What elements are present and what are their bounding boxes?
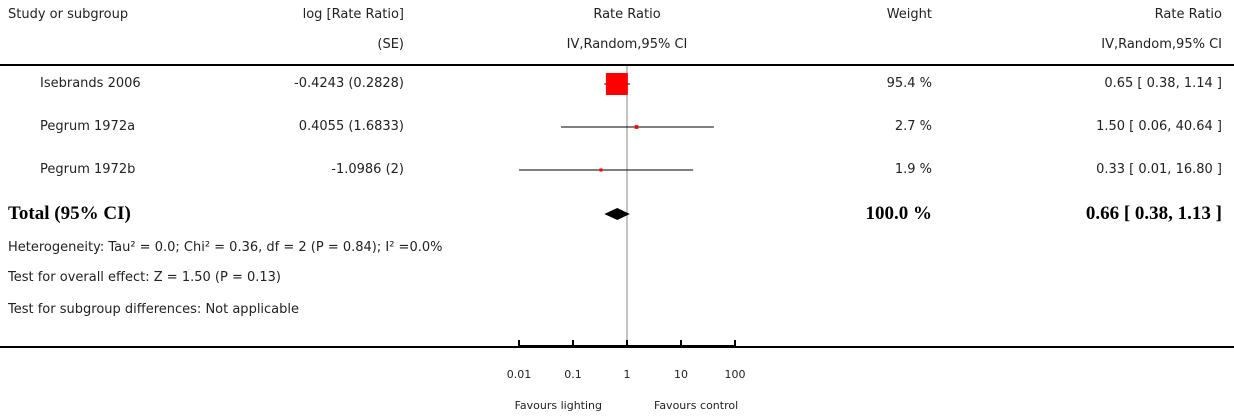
study-ci: 0.33 [ 0.01, 16.80 ] [1096, 162, 1222, 177]
favours-left: Favours lighting [514, 399, 602, 412]
study-logrr: -0.4243 (0.2828) [294, 76, 404, 91]
total-ci: 0.66 [ 0.38, 1.13 ] [1085, 203, 1222, 224]
overall-effect-note: Test for overall effect: Z = 1.50 (P = 0… [8, 270, 281, 285]
total-weight: 100.0 % [865, 203, 933, 224]
tick-label: 0.1 [564, 368, 582, 381]
header-weight: Weight [886, 7, 932, 22]
header-rule [0, 64, 1234, 66]
favours-right: Favours control [654, 399, 739, 412]
heterogeneity-note: Heterogeneity: Tau² = 0.0; Chi² = 0.36, … [8, 240, 443, 255]
study-logrr: 0.4055 (1.6833) [298, 119, 404, 134]
header-rr-plot: Rate Ratio [593, 7, 661, 22]
study-weight: 95.4 % [886, 76, 932, 91]
pooled-diamond [604, 208, 630, 220]
study-ci: 0.65 [ 0.38, 1.14 ] [1104, 76, 1222, 91]
tick-label: 1 [623, 368, 631, 381]
header-logrr: log [Rate Ratio] [302, 7, 404, 22]
tick-label: 0.01 [506, 368, 532, 381]
header-study: Study or subgroup [8, 7, 129, 22]
header-logrr-se: (SE) [377, 37, 404, 52]
header-rr: Rate Ratio [1154, 7, 1222, 22]
study-marker [634, 125, 639, 129]
study-logrr: -1.0986 (2) [331, 162, 404, 177]
tick-label: 100 [724, 368, 746, 381]
study-weight: 2.7 % [894, 119, 932, 134]
study-name: Isebrands 2006 [40, 76, 141, 91]
study-marker [599, 168, 603, 172]
study-name: Pegrum 1972b [40, 162, 136, 177]
total-label: Total (95% CI) [8, 203, 131, 224]
header-rr-plot-method: IV,Random,95% CI [566, 37, 688, 52]
subgroup-note: Test for subgroup differences: Not appli… [8, 302, 300, 317]
study-ci: 1.50 [ 0.06, 40.64 ] [1096, 119, 1222, 134]
header-rr-method: IV,Random,95% CI [1101, 37, 1222, 52]
study-marker [605, 73, 628, 95]
study-weight: 1.9 % [894, 162, 932, 177]
tick-label: 10 [674, 368, 688, 381]
study-name: Pegrum 1972a [40, 119, 136, 134]
